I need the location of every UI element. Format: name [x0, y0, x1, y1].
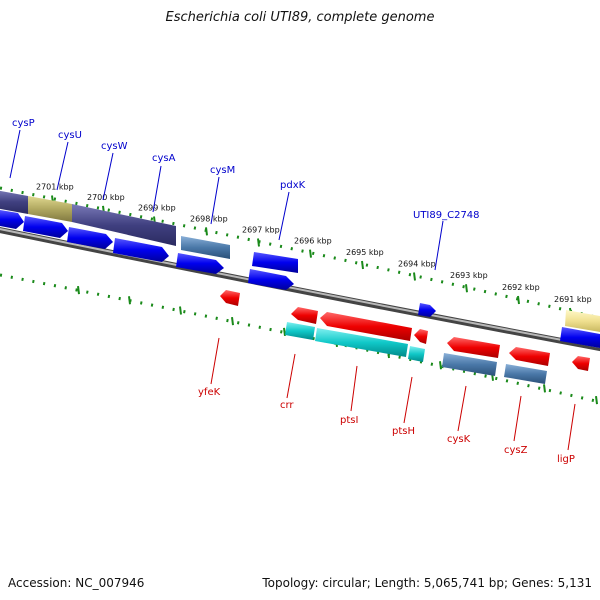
label-cysM[interactable]: cysM: [210, 165, 235, 176]
major-tick: [517, 295, 520, 305]
label-pdxK[interactable]: pdxK: [280, 180, 306, 191]
gene-arrow-cysW-3[interactable]: [67, 227, 113, 249]
major-tick-lower: [77, 286, 80, 295]
gene-arrow-right-blue[interactable]: [560, 327, 600, 348]
tick-label: 2696 kbp: [294, 237, 332, 246]
gene-arrow-crr[interactable]: [291, 307, 318, 324]
tick-group: 2701 kbp 2700 kbp 2699 kbp 2698 kbp 2697 kbp…: [36, 182, 592, 317]
gene-arrow-cysK[interactable]: [447, 337, 500, 358]
leader-cysW: [102, 152, 114, 201]
leader-cysK: [457, 385, 467, 432]
major-tick: [205, 227, 208, 236]
major-tick: [413, 272, 416, 281]
major-tick-lower: [439, 361, 442, 370]
gene-arrow-cysW[interactable]: [72, 204, 176, 246]
label-crr[interactable]: crr: [280, 400, 294, 411]
gene-arrow-cysM[interactable]: [176, 253, 224, 274]
reverse-gene-labels: yfeK crr ptsI ptsH cysK cysZ ligP: [198, 337, 576, 465]
tick-label: 2700 kbp: [87, 193, 125, 202]
leader-cysU: [56, 141, 69, 191]
gene-arrow-cysZ[interactable]: [509, 347, 550, 366]
label-ptsI[interactable]: ptsI: [340, 415, 358, 426]
label-cysK[interactable]: cysK: [447, 434, 471, 445]
gene-arrow-cysA-2[interactable]: [113, 238, 169, 262]
gene-arrow-ligP[interactable]: [572, 356, 590, 371]
map-title: Escherichia coli UTI89, complete genome: [165, 10, 435, 25]
tick-label: 2691 kbp: [554, 295, 592, 304]
label-cysP[interactable]: cysP: [12, 118, 35, 129]
gene-arrow-ptsH[interactable]: [414, 329, 428, 344]
tick-label: 2692 kbp: [502, 283, 540, 292]
genome-backbone-highlight: [0, 228, 600, 349]
tick-label: 2701 kbp: [36, 182, 74, 191]
label-cysW[interactable]: cysW: [101, 141, 128, 152]
leader-crr: [286, 353, 296, 399]
topology-text: Topology: circular; Length: 5,065,741 bp…: [262, 576, 592, 590]
forward-strand-row1: [0, 190, 230, 259]
leader-UTI89_C2748: [434, 220, 444, 271]
major-tick: [465, 284, 468, 293]
gene-arrow-yfeK[interactable]: [220, 290, 240, 306]
gene-arrow-cyan-1[interactable]: [285, 322, 315, 340]
label-yfeK[interactable]: yfeK: [198, 387, 221, 398]
gene-arrow-cysA[interactable]: [181, 236, 230, 259]
leader-cysZ: [513, 395, 522, 442]
major-tick-lower: [283, 327, 286, 337]
forward-strand-row2: [0, 210, 600, 348]
label-cysZ[interactable]: cysZ: [504, 445, 528, 456]
major-tick: [361, 260, 364, 270]
major-tick-lower: [179, 306, 182, 315]
gene-arrow-steel-2[interactable]: [504, 364, 547, 384]
gene-arrow-cysW-2[interactable]: [23, 216, 68, 238]
leader-ptsH: [403, 376, 413, 424]
leader-pdxK: [278, 191, 290, 241]
label-ligP[interactable]: ligP: [557, 454, 575, 465]
forward-tick-ring: [0, 186, 600, 320]
gene-arrow-cyan-3[interactable]: [408, 346, 425, 362]
leader-ptsI: [350, 365, 358, 412]
leader-yfeK: [210, 337, 220, 385]
gene-arrow-right-yellow[interactable]: [565, 310, 600, 332]
forward-gene-labels: cysP cysU cysW cysA cysM pdxK UTI89_C274…: [9, 118, 480, 271]
major-tick-lower: [128, 296, 131, 305]
tick-label: 2694 kbp: [398, 260, 436, 269]
gene-arrow-cyan-2[interactable]: [315, 328, 408, 357]
major-tick-lower: [543, 384, 546, 393]
label-cysA[interactable]: cysA: [152, 153, 176, 164]
accession-text: Accession: NC_007946: [8, 576, 145, 590]
reverse-tick-ring: [0, 273, 600, 404]
tick-label: 2693 kbp: [450, 271, 488, 280]
major-tick-lower: [595, 396, 598, 405]
leader-cysP: [9, 129, 21, 179]
major-tick-lower: [231, 316, 234, 326]
label-ptsH[interactable]: ptsH: [392, 426, 415, 437]
leader-cysM: [210, 176, 220, 225]
major-tick: [309, 249, 312, 258]
major-tick: [257, 238, 260, 247]
tick-label: 2698 kbp: [190, 214, 228, 223]
gene-arrow-cysP[interactable]: [0, 210, 24, 229]
tick-label: 2695 kbp: [346, 248, 384, 257]
leader-ligP: [567, 403, 576, 451]
gene-arrow-pdxK-2[interactable]: [248, 269, 294, 290]
label-UTI89_C2748[interactable]: UTI89_C2748: [413, 210, 480, 221]
gene-arrow-cysU-part[interactable]: [28, 196, 72, 222]
label-cysU[interactable]: cysU: [58, 130, 82, 141]
gene-arrow-UTI89_C2748[interactable]: [418, 303, 436, 317]
tick-label: 2699 kbp: [138, 203, 176, 212]
leader-cysA: [152, 165, 162, 213]
gene-arrow-cysU[interactable]: [0, 190, 28, 214]
gene-arrow-ptsI[interactable]: [320, 312, 412, 341]
gene-arrow-steel-1[interactable]: [442, 353, 497, 376]
reverse-strand-row: [220, 290, 590, 384]
gene-arrow-pdxK[interactable]: [252, 252, 298, 273]
tick-label: 2697 kbp: [242, 225, 280, 234]
